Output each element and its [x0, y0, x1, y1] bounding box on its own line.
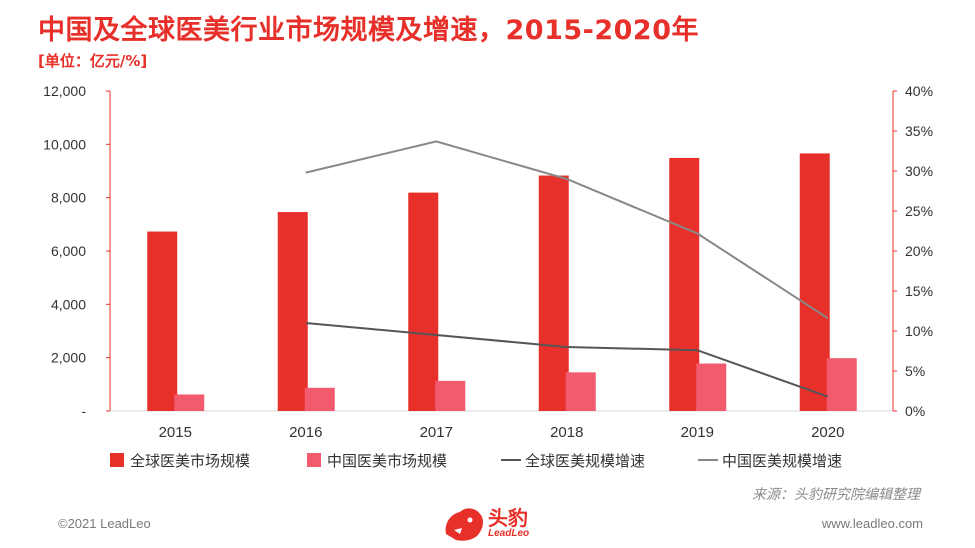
global-market-bar — [538, 175, 569, 411]
legend-swatch — [307, 453, 321, 467]
legend-label: 全球医美规模增速 — [525, 452, 645, 470]
x-tick-label: 2015 — [159, 424, 192, 441]
y-left-tick-label: - — [81, 403, 86, 419]
legend-label: 全球医美市场规模 — [130, 452, 250, 470]
global-market-bar — [277, 212, 308, 411]
china-market-bar — [565, 372, 596, 411]
global-market-bar — [669, 157, 700, 411]
x-tick-label: 2017 — [420, 424, 453, 441]
y-left-tick-label: 6,000 — [51, 243, 86, 259]
china-market-bar — [696, 363, 727, 411]
x-tick-label: 2020 — [811, 424, 844, 441]
source-note: 来源：头豹研究院编辑整理 — [752, 487, 920, 503]
china-growth-line — [305, 140, 829, 320]
y-left-tick-label: 12,000 — [43, 83, 86, 99]
x-tick-label: 2019 — [681, 424, 714, 441]
y-left-tick-label: 2,000 — [51, 350, 86, 366]
china-market-bar — [435, 380, 466, 411]
china-market-bar — [304, 387, 335, 411]
y-right-tick-label: 5% — [905, 363, 925, 379]
y-right-tick-label: 30% — [905, 163, 933, 179]
unit-label: [单位：亿元/%] — [38, 52, 148, 70]
y-right-tick-label: 40% — [905, 83, 933, 99]
chart-tick-labels: - 2,000 4,000 6,000 8,000 10,000 12,000 0% 5% 10%… — [43, 83, 933, 441]
global-growth-line — [305, 322, 829, 398]
global-market-bar — [799, 153, 830, 411]
legend-label: 中国医美规模增速 — [722, 452, 842, 470]
y-left-tick-label: 4,000 — [51, 296, 86, 312]
y-right-tick-label: 35% — [905, 123, 933, 139]
website-link[interactable]: www.leadleo.com — [821, 516, 923, 531]
chart-bars — [147, 153, 857, 411]
x-tick-label: 2016 — [289, 424, 322, 441]
y-right-tick-label: 10% — [905, 323, 933, 339]
y-left-tick-label: 10,000 — [43, 136, 86, 152]
y-right-tick-label: 0% — [905, 403, 925, 419]
y-left-tick-label: 8,000 — [51, 190, 86, 206]
global-market-bar — [408, 192, 439, 411]
legend-label: 中国医美市场规模 — [327, 452, 447, 470]
china-market-bar — [174, 394, 205, 411]
copyright: ©2021 LeadLeo — [58, 516, 151, 531]
leadleo-logo-icon — [445, 508, 483, 541]
y-right-tick-label: 25% — [905, 203, 933, 219]
chart-axes — [106, 90, 897, 412]
y-right-tick-label: 15% — [905, 283, 933, 299]
global-market-bar — [147, 231, 178, 411]
page-title: 中国及全球医美行业市场规模及增速，2015-2020年 — [38, 15, 699, 46]
china-market-bar — [826, 358, 857, 411]
chart-legend: 全球医美市场规模 中国医美市场规模 全球医美规模增速 中国医美规模增速 — [110, 452, 842, 470]
logo-subtext: LeadLeo — [488, 528, 530, 539]
legend-swatch — [110, 453, 124, 467]
chart-lines — [305, 140, 829, 398]
y-right-tick-label: 20% — [905, 243, 933, 259]
logo-text: 头豹 — [488, 506, 528, 530]
x-tick-label: 2018 — [550, 424, 583, 441]
